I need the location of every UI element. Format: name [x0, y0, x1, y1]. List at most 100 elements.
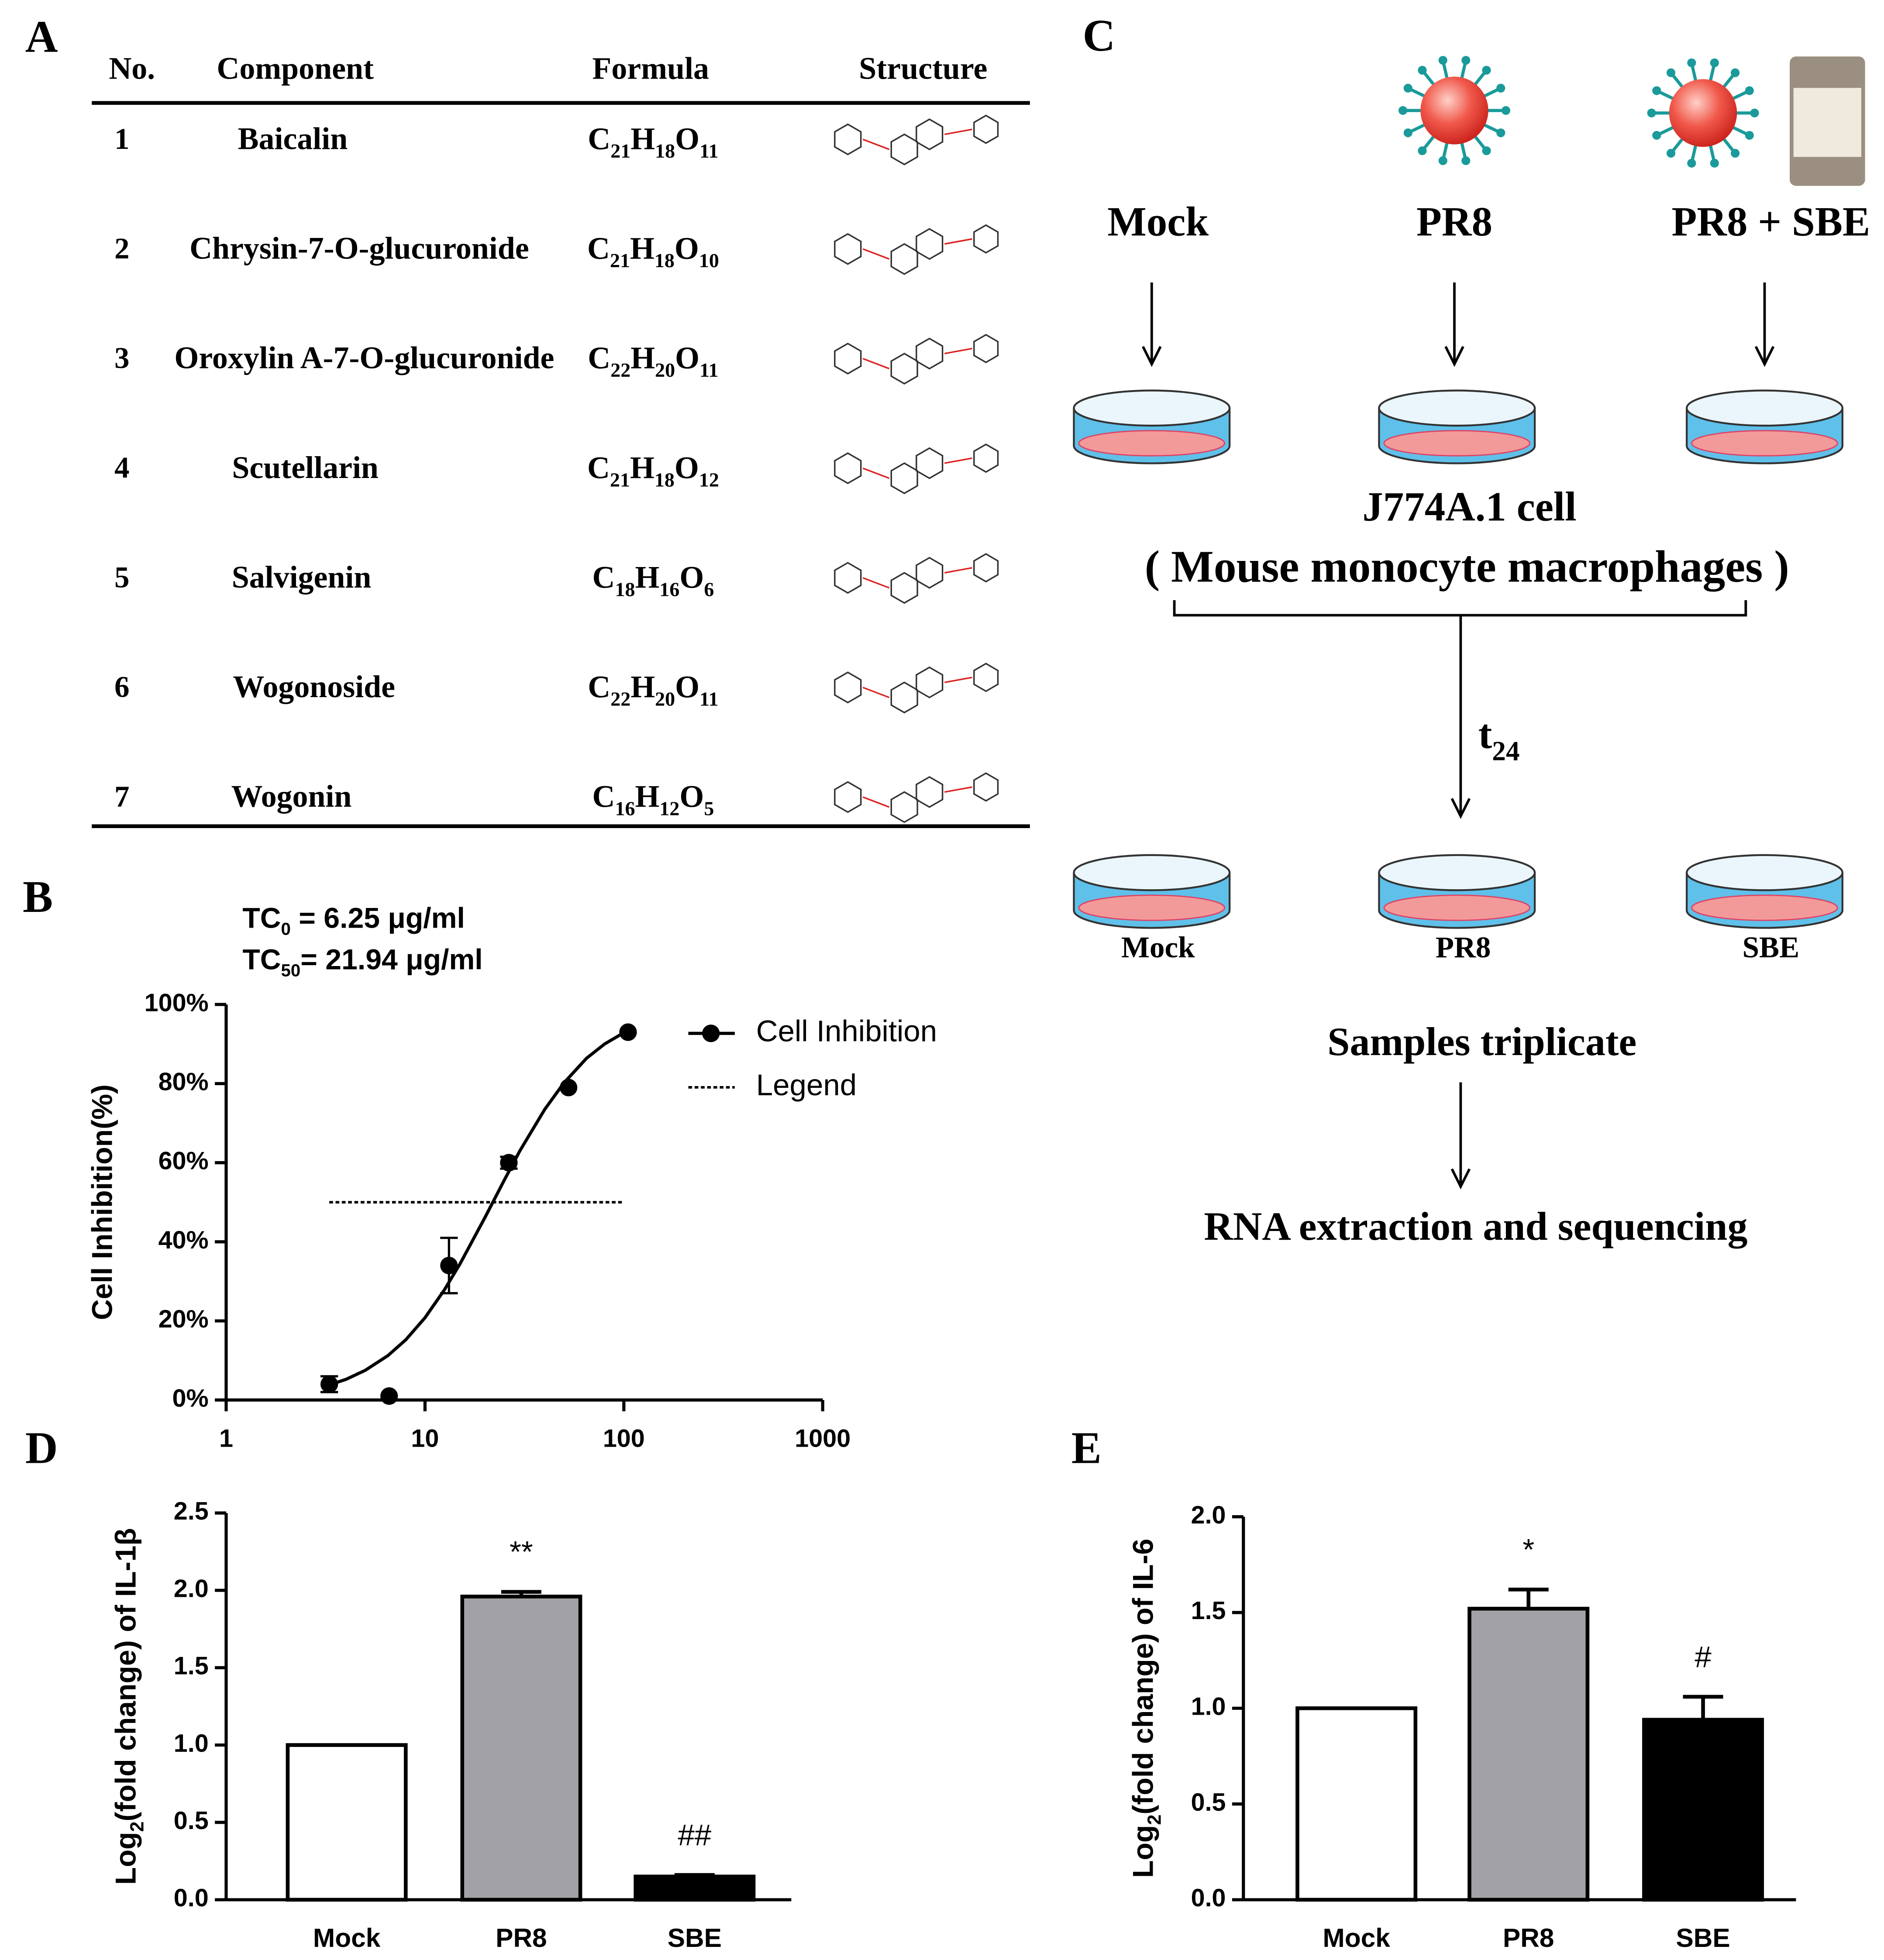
data-point — [320, 1375, 338, 1393]
subscript: 12 — [659, 798, 679, 820]
subscript: 24 — [1492, 736, 1519, 766]
sample-label: PR8 — [1436, 930, 1491, 964]
text-part: H — [630, 669, 655, 704]
subscript: 50 — [281, 960, 301, 980]
x-tick-label: Mock — [313, 1923, 381, 1953]
bond — [862, 457, 972, 479]
subscript: 5 — [704, 798, 714, 820]
component: Wogonoside — [233, 669, 396, 704]
structure — [834, 663, 999, 714]
subscript: 18 — [655, 140, 675, 162]
text-part: C — [592, 560, 615, 595]
decorations — [92, 56, 1865, 1190]
subscript: 20 — [655, 359, 675, 381]
text-part: C — [588, 669, 610, 704]
panel-label: D — [25, 1424, 58, 1473]
text-part: H — [630, 121, 655, 156]
y-tick-label: 0.0 — [174, 1884, 209, 1912]
spike-tip — [1687, 58, 1696, 67]
subscript: 22 — [610, 688, 630, 710]
significance: # — [1695, 1640, 1712, 1674]
panel-label: A — [25, 12, 58, 62]
spike-tip — [1496, 83, 1505, 93]
time-label: t24 — [1478, 711, 1520, 766]
formula: C18H16O6 — [592, 560, 714, 601]
spike-tip — [1666, 149, 1676, 158]
arrow-head — [1142, 346, 1162, 367]
dish-cells — [1078, 894, 1226, 921]
text-part: C — [592, 779, 615, 814]
virus-body — [1669, 79, 1737, 147]
dish-rim — [1378, 389, 1536, 427]
subscript: 22 — [610, 359, 630, 381]
text-part: t — [1478, 711, 1492, 757]
spike-tip — [1418, 146, 1427, 155]
bar — [634, 1874, 756, 1902]
subscript: 18 — [654, 468, 675, 491]
component: Baicalin — [238, 121, 348, 156]
x-tick-label: 100 — [603, 1424, 645, 1452]
subscript: 6 — [704, 578, 714, 601]
y-tick-label: 100% — [145, 989, 209, 1017]
data-point — [559, 1079, 578, 1097]
data-point — [380, 1387, 398, 1405]
virus-icon — [1398, 56, 1511, 165]
y-tick-label: 2.0 — [174, 1575, 209, 1602]
legend-label: Cell Inhibition — [756, 1014, 937, 1048]
subscript: 18 — [615, 578, 635, 601]
y-tick-label: 60% — [158, 1147, 209, 1175]
text-part: H — [635, 779, 659, 814]
ring — [834, 334, 999, 385]
structure — [834, 114, 999, 165]
spike-tip — [1750, 108, 1759, 117]
data-point — [500, 1154, 518, 1172]
bracket — [1173, 600, 1747, 617]
spike-tip — [1501, 106, 1511, 115]
text-part: O — [675, 231, 699, 266]
cell-line: J774A.1 cell — [1362, 483, 1576, 530]
y-tick-label: 80% — [158, 1068, 209, 1096]
ring — [834, 772, 999, 823]
row-number: 2 — [114, 231, 130, 265]
x-tick-label: SBE — [1676, 1923, 1730, 1953]
subscript: 2 — [1144, 1815, 1165, 1825]
y-tick-label: 20% — [158, 1305, 209, 1333]
y-tick-label: 2.0 — [1191, 1501, 1226, 1529]
table-header: No. — [109, 51, 155, 86]
bond — [862, 677, 972, 698]
dish-cells — [1383, 430, 1531, 457]
ring — [834, 224, 999, 275]
arrow-head — [1754, 346, 1775, 367]
sample-label: SBE — [1743, 930, 1799, 964]
panel-label: C — [1083, 11, 1116, 61]
text-part: H — [630, 340, 655, 375]
spike-tip — [1438, 156, 1447, 165]
group-label: PR8 + SBE — [1671, 199, 1870, 245]
group-label: Mock — [1107, 199, 1209, 245]
step: Samples triplicate — [1327, 1019, 1636, 1064]
spike-tip — [1652, 86, 1661, 95]
table-header: Component — [217, 51, 374, 86]
spike-tip — [1710, 158, 1719, 168]
annotation: TC50= 21.94 μg/ml — [242, 944, 482, 980]
subscript: 18 — [654, 249, 675, 272]
spike-tip — [1496, 128, 1505, 138]
text-part: O — [675, 121, 699, 156]
subscript: 21 — [610, 140, 630, 162]
ring — [834, 443, 999, 495]
text-part: = 6.25 μg/ml — [291, 902, 465, 935]
formula: C21H18O10 — [587, 231, 719, 272]
bond — [862, 567, 972, 589]
y-axis-label: Cell Inhibition(%) — [86, 1084, 118, 1320]
y-axis-label: Log2(fold change) of IL-6 — [1127, 1539, 1165, 1878]
structure — [834, 334, 999, 385]
legend-marker — [702, 1025, 720, 1042]
dish-cells — [1383, 894, 1531, 921]
text-part: C — [588, 340, 610, 375]
error-bar — [674, 1873, 715, 1877]
data-point — [619, 1023, 637, 1041]
component: Oroxylin A-7-O-glucuronide — [174, 340, 554, 375]
panel-label: B — [23, 872, 53, 922]
